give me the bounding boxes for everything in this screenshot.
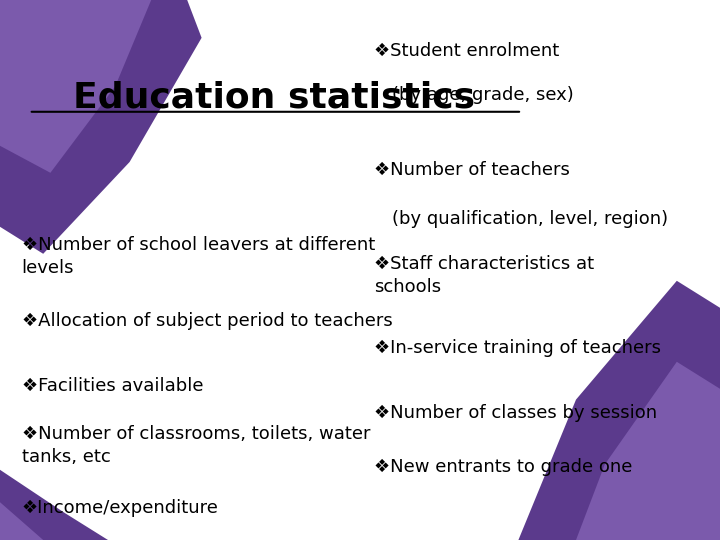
Text: (by qualification, level, region): (by qualification, level, region) [392,210,669,228]
Text: Education statistics: Education statistics [73,80,474,114]
Text: ❖Income/expenditure: ❖Income/expenditure [22,498,218,517]
Polygon shape [518,281,720,540]
Text: ❖Facilities available: ❖Facilities available [22,377,203,395]
Polygon shape [0,502,43,540]
Text: ❖In-service training of teachers: ❖In-service training of teachers [374,339,662,357]
Text: ❖Number of classrooms, toilets, water
tanks, etc: ❖Number of classrooms, toilets, water ta… [22,426,370,465]
Text: (by age, grade, sex): (by age, grade, sex) [392,85,574,104]
Text: ❖Staff characteristics at
schools: ❖Staff characteristics at schools [374,255,595,295]
Text: ❖Number of classes by session: ❖Number of classes by session [374,404,657,422]
Polygon shape [0,470,108,540]
Text: ❖Allocation of subject period to teachers: ❖Allocation of subject period to teacher… [22,312,392,330]
Polygon shape [576,362,720,540]
Text: ❖Number of teachers: ❖Number of teachers [374,161,570,179]
Text: ❖Student enrolment: ❖Student enrolment [374,42,559,60]
Polygon shape [0,0,202,254]
Polygon shape [0,0,151,173]
Text: ❖Number of school leavers at different
levels: ❖Number of school leavers at different l… [22,237,375,276]
Text: ❖New entrants to grade one: ❖New entrants to grade one [374,458,633,476]
